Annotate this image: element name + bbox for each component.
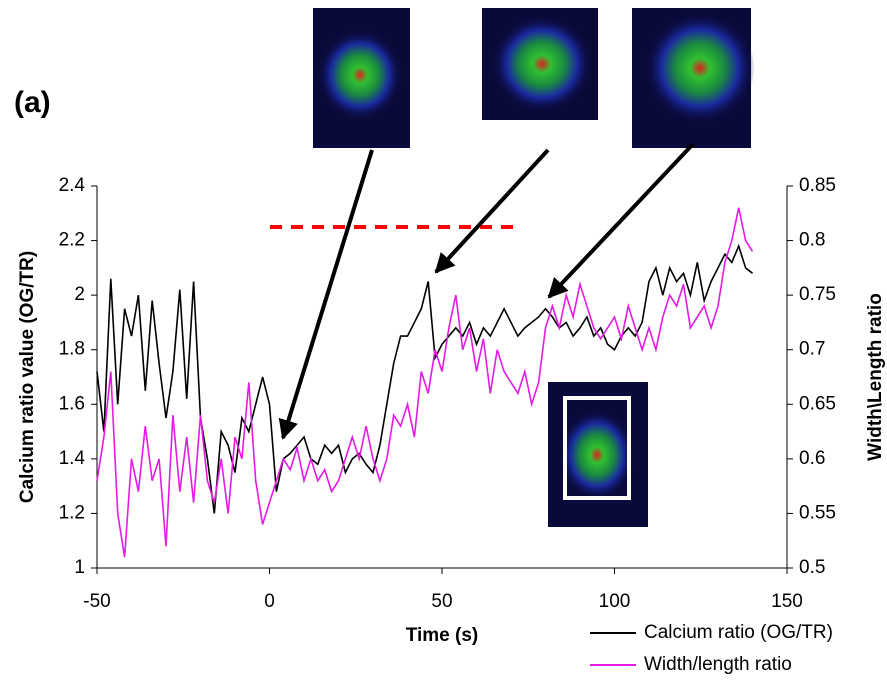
- cell-blob: [318, 30, 402, 120]
- x-axis-title: Time (s): [406, 625, 479, 646]
- y2-tick-label: 0.7: [799, 339, 825, 360]
- y-tick-label: 2.2: [59, 230, 85, 251]
- y-tick-label: 1.4: [59, 448, 86, 469]
- y2-axis-title: Width\Length ratio: [865, 293, 886, 461]
- arrow: [436, 150, 548, 272]
- y-tick-label: 1: [74, 557, 85, 578]
- y-tick-label: 2: [74, 284, 85, 305]
- cell-blob: [645, 13, 755, 123]
- y-tick-label: 1.2: [59, 502, 85, 523]
- y2-tick-label: 0.8: [799, 230, 825, 251]
- x-tick-label: -50: [83, 591, 110, 612]
- y2-tick-label: 0.5: [799, 557, 825, 578]
- y2-tick-label: 0.65: [799, 393, 836, 414]
- y-axis-title: Calcium ratio value (OG/TR): [17, 251, 38, 503]
- arrow: [549, 144, 693, 297]
- y-tick-label: 2.4: [59, 175, 86, 196]
- y2-tick-label: 0.85: [799, 175, 836, 196]
- chart: (a) Time (s) Calcium ratio value (OG/TR)…: [0, 0, 887, 682]
- y2-tick-label: 0.75: [799, 284, 836, 305]
- y2-tick-label: 0.55: [799, 502, 836, 523]
- panel-label: (a): [14, 86, 51, 119]
- data-line: [97, 208, 753, 557]
- y-tick-label: 1.8: [59, 339, 85, 360]
- x-tick-label: 150: [771, 591, 803, 612]
- x-tick-label: 50: [431, 591, 452, 612]
- legend-label: Calcium ratio (OG/TR): [644, 622, 833, 643]
- cell-blob: [559, 410, 635, 500]
- y-tick-label: 1.6: [59, 393, 85, 414]
- x-tick-label: 0: [264, 591, 275, 612]
- cell-blob: [492, 16, 592, 112]
- arrow: [283, 150, 372, 438]
- y2-tick-label: 0.6: [799, 448, 825, 469]
- x-tick-label: 100: [599, 591, 631, 612]
- legend-label: Width/length ratio: [644, 654, 792, 675]
